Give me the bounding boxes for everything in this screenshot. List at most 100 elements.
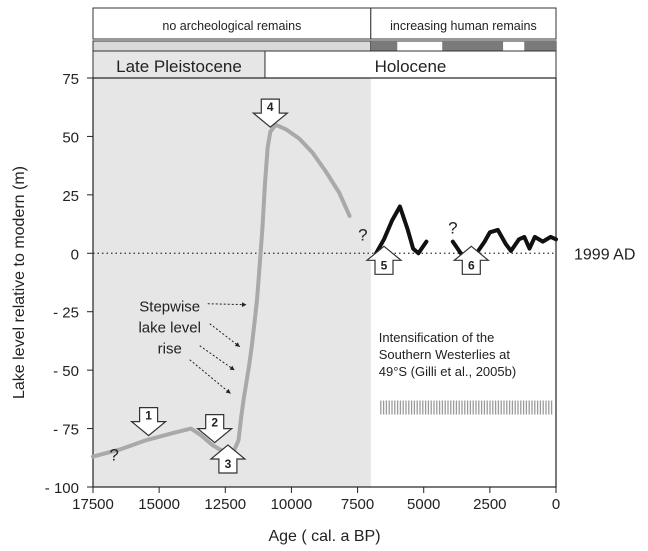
period-label-1: Late Pleistocene [116, 57, 242, 76]
y-tick-label: 0 [71, 246, 79, 263]
series-1-point-7 [211, 444, 213, 446]
series-3-point-7 [497, 229, 499, 231]
y-tick-label: 25 [62, 188, 79, 205]
series-1-point-13 [243, 397, 245, 400]
series-3-point-2 [460, 252, 462, 255]
y-tick-label: - 100 [45, 480, 79, 497]
series-1-point-25 [285, 128, 287, 131]
series-1-point-29 [338, 191, 340, 194]
event-label-3: 3 [225, 457, 232, 471]
stepwise-text-1: Stepwise [139, 299, 200, 316]
series-1-point-3 [145, 439, 147, 442]
series-2-point-5 [407, 229, 409, 231]
x-tick-label: 15000 [138, 496, 180, 513]
series-3-point-16 [555, 238, 557, 241]
series-1-point-14 [245, 381, 248, 383]
series-1-point-15 [248, 364, 250, 367]
series-3-point-8 [504, 243, 507, 245]
archaeology-label-2: increasing human remains [390, 19, 537, 33]
series-3-point-5 [483, 240, 486, 243]
event-label-2: 2 [211, 416, 218, 430]
series-2-point-6 [412, 247, 414, 250]
x-tick-label: 10000 [271, 496, 313, 513]
y-tick-label: 75 [62, 71, 79, 88]
event-arrow-5 [365, 245, 403, 275]
series-1-point-26 [298, 138, 301, 140]
y-tick-label: - 50 [53, 363, 79, 380]
series-1-point-22 [266, 147, 269, 149]
series-3-point-9 [510, 250, 512, 252]
event-label-6: 6 [468, 258, 475, 272]
series-1-point-19 [258, 264, 261, 266]
series-3-point-15 [549, 236, 552, 238]
series-1-point-27 [311, 152, 314, 154]
series-1-point-20 [261, 229, 264, 231]
x-tick-label: 17500 [72, 496, 114, 513]
series-1-point-18 [256, 299, 258, 301]
archaeology-cell-1 [92, 7, 372, 40]
series-1-point-17 [253, 322, 256, 325]
event-label-1: 1 [145, 409, 152, 423]
series-1-point-1 [92, 455, 94, 458]
series-1-point-6 [200, 434, 203, 437]
y-axis-label: Lake level relative to modern (m) [11, 166, 28, 399]
series-1-point-5 [190, 427, 192, 430]
event-label-4: 4 [267, 100, 274, 114]
occupation-bar-empty [92, 40, 372, 52]
stepwise-arrow-line-4 [189, 359, 231, 394]
event-arrow-4 [251, 98, 289, 128]
y-tick-label: - 75 [53, 422, 79, 439]
series-1-point-30 [348, 215, 351, 217]
stepwise-text-2: lake level [138, 320, 201, 337]
series-1-point-21 [264, 182, 266, 184]
series-1-point-11 [237, 439, 240, 442]
x-axis-label: Age ( cal. a BP) [268, 528, 380, 545]
event-label-5: 5 [381, 258, 388, 272]
westerlies-text-3: 49°S (Gilli et al., 2005b) [379, 364, 516, 379]
stepwise-arrow-head-1 [241, 302, 247, 307]
series-3-point-10 [518, 238, 520, 241]
event-arrow-3 [209, 444, 247, 474]
archaeology-cell-2 [370, 7, 557, 40]
occupation-segment-3 [524, 41, 556, 51]
series-2-point-2 [383, 238, 385, 241]
series-1-point-24 [274, 123, 277, 126]
y-tick-label: 50 [62, 129, 79, 146]
series-2-point-3 [391, 219, 393, 222]
question-mark-1: ? [109, 445, 118, 464]
shaded-region [93, 78, 371, 487]
y-tick-label: - 25 [53, 305, 79, 322]
series-1-point-4 [171, 432, 174, 435]
event-arrow-6 [452, 245, 490, 275]
event-arrow-2 [196, 414, 234, 444]
series-1-point-12 [240, 416, 242, 418]
stepwise-arrow-line-1 [207, 303, 247, 306]
series-line-2 [374, 204, 429, 256]
series-1-point-28 [325, 170, 327, 173]
series-3-point-12 [528, 247, 531, 250]
question-mark-2: ? [358, 226, 367, 245]
x-tick-label: 2500 [473, 496, 506, 513]
occupation-segment-1 [370, 41, 398, 51]
series-3-point-1 [452, 240, 454, 243]
series-2-point-8 [425, 240, 428, 243]
westerlies-text-2: Southern Westerlies at [379, 347, 511, 362]
series-1-point-2 [118, 448, 121, 451]
stepwise-arrow-head-4 [225, 388, 231, 394]
question-mark-3: ? [448, 219, 457, 238]
series-2-point-7 [417, 252, 420, 255]
plot-frame [92, 77, 557, 488]
series-2-point-4 [399, 205, 401, 208]
stepwise-arrow-head-2 [234, 342, 240, 347]
period-label-2: Holocene [375, 57, 447, 76]
series-3-point-6 [489, 231, 491, 234]
stepwise-text-3: rise [158, 341, 182, 358]
stepwise-arrow-line-3 [199, 345, 235, 371]
x-tick-label: 7500 [341, 496, 374, 513]
series-1-point-23 [269, 131, 272, 133]
event-arrow-1 [129, 407, 168, 437]
series-3-point-13 [534, 236, 536, 238]
x-tick-label: 0 [552, 496, 560, 513]
